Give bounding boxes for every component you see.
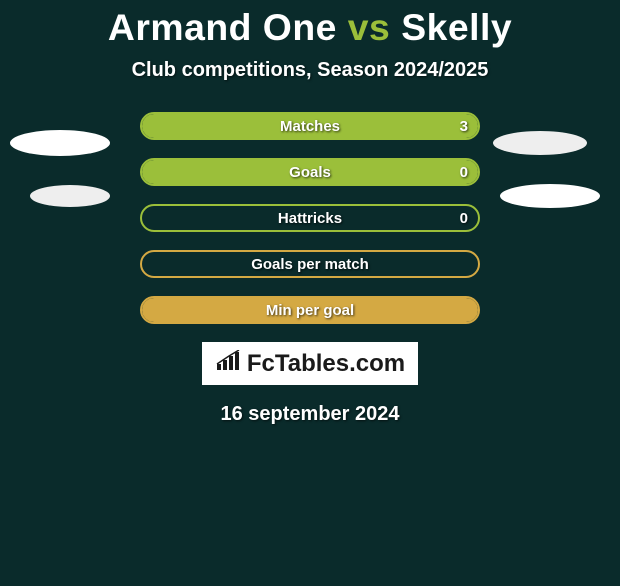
page-title: Armand One vs Skelly <box>0 6 620 49</box>
decorative-ellipse <box>493 131 587 155</box>
stat-row: Hattricks0 <box>140 204 480 232</box>
decorative-ellipse <box>500 184 600 208</box>
source-badge: FcTables.com <box>202 342 418 385</box>
decorative-ellipse <box>10 130 110 156</box>
stat-value: 0 <box>460 160 468 184</box>
stat-row: Min per goal <box>140 296 480 324</box>
title-vs: vs <box>348 6 391 48</box>
title-player1: Armand One <box>108 6 337 48</box>
decorative-ellipse <box>30 185 110 207</box>
bar-chart-icon <box>215 350 241 377</box>
title-player2: Skelly <box>401 6 512 48</box>
stat-row: Matches3 <box>140 112 480 140</box>
stat-row: Goals per match <box>140 250 480 278</box>
source-badge-text: FcTables.com <box>247 350 405 378</box>
stat-row: Goals0 <box>140 158 480 186</box>
date-text: 16 september 2024 <box>0 403 620 426</box>
stat-label: Hattricks <box>142 206 478 230</box>
subtitle: Club competitions, Season 2024/2025 <box>0 59 620 82</box>
stat-label: Goals <box>142 160 478 184</box>
stat-label: Matches <box>142 114 478 138</box>
stat-value: 3 <box>460 114 468 138</box>
stat-value: 0 <box>460 206 468 230</box>
stats-container: Matches3Goals0Hattricks0Goals per matchM… <box>140 112 480 324</box>
stat-label: Min per goal <box>142 298 478 322</box>
stat-label: Goals per match <box>142 252 478 276</box>
